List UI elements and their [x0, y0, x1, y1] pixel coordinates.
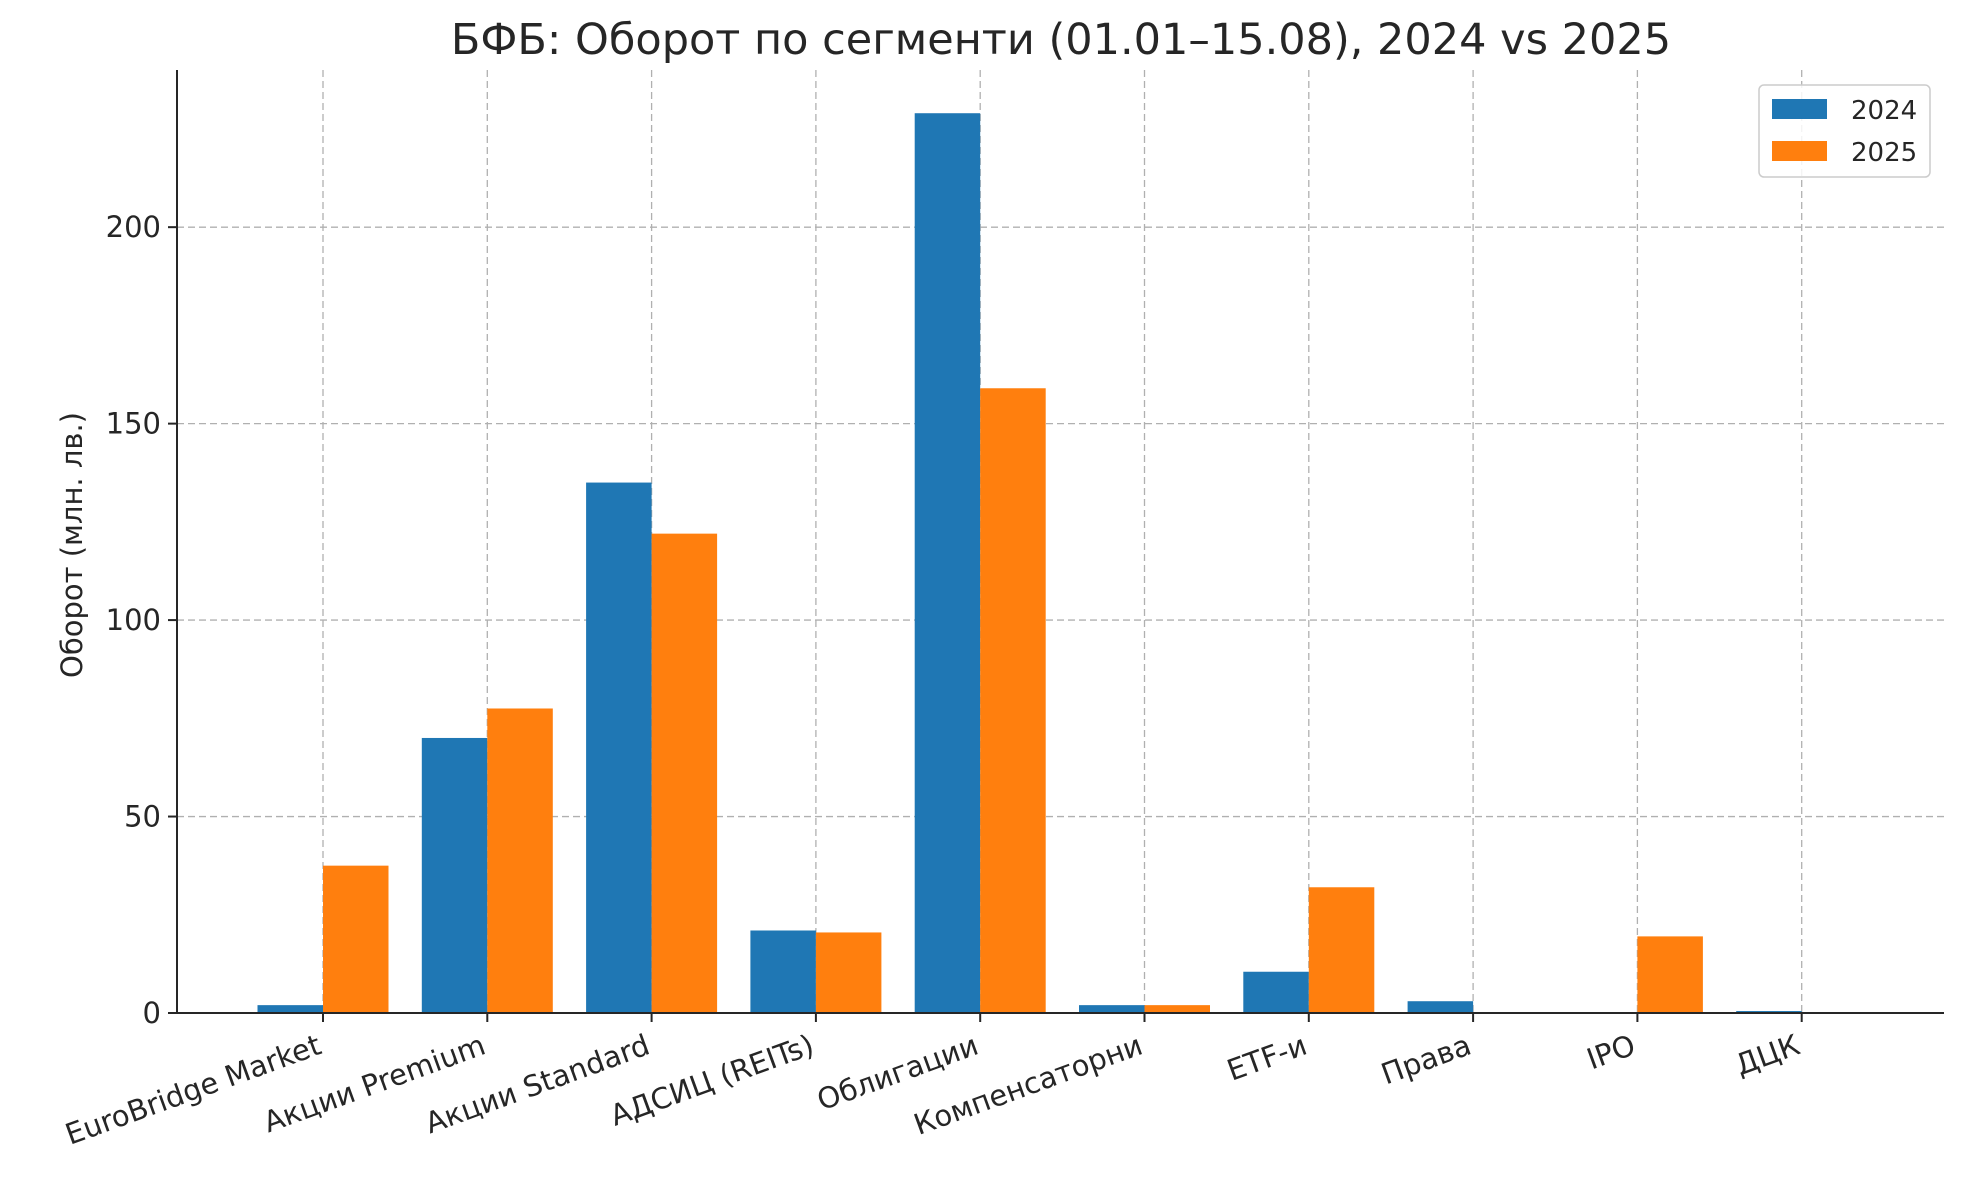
bar-2025-4	[980, 388, 1046, 1013]
y-tick-label: 100	[106, 603, 161, 637]
y-tick-label: 50	[124, 800, 161, 834]
legend-label-2025: 2025	[1851, 138, 1917, 168]
legend-swatch-2024	[1772, 99, 1827, 119]
bar-2025-1	[487, 708, 553, 1013]
bars	[257, 113, 1802, 1014]
bar-2024-1	[421, 737, 488, 1013]
y-ticks: 0 50 100 150 200	[106, 210, 177, 1030]
bar-2024-3	[750, 930, 816, 1013]
x-tick-label: Права	[1377, 1028, 1476, 1092]
bar-2024-2	[586, 482, 652, 1013]
bar-2024-4	[914, 113, 981, 1014]
x-tick-label: IPO	[1582, 1028, 1640, 1077]
legend-swatch-2025	[1772, 141, 1827, 161]
bar-2024-6	[1243, 971, 1309, 1013]
bar-2025-6	[1308, 887, 1375, 1013]
x-tick-label: ETF-и	[1222, 1028, 1311, 1088]
bar-2024-0	[257, 1005, 323, 1013]
y-axis-label: Оборот (млн. лв.)	[55, 412, 89, 678]
bar-2025-2	[651, 533, 718, 1013]
bar-2025-3	[815, 932, 882, 1013]
chart-title: БФБ: Оборот по сегменти (01.01–15.08), 2…	[451, 15, 1671, 65]
legend: 2024 2025	[1758, 84, 1931, 178]
x-tick-label: ДЦК	[1731, 1027, 1805, 1082]
legend-label-2024: 2024	[1851, 96, 1917, 126]
y-tick-label: 0	[143, 996, 161, 1030]
bar-2024-5	[1079, 1005, 1145, 1013]
y-tick-label: 200	[106, 210, 161, 244]
bar-2024-7	[1407, 1001, 1474, 1013]
bar-2025-5	[1144, 1005, 1210, 1013]
bar-2025-0	[323, 865, 389, 1013]
y-tick-label: 150	[106, 407, 161, 441]
bar-2025-8	[1637, 936, 1703, 1013]
